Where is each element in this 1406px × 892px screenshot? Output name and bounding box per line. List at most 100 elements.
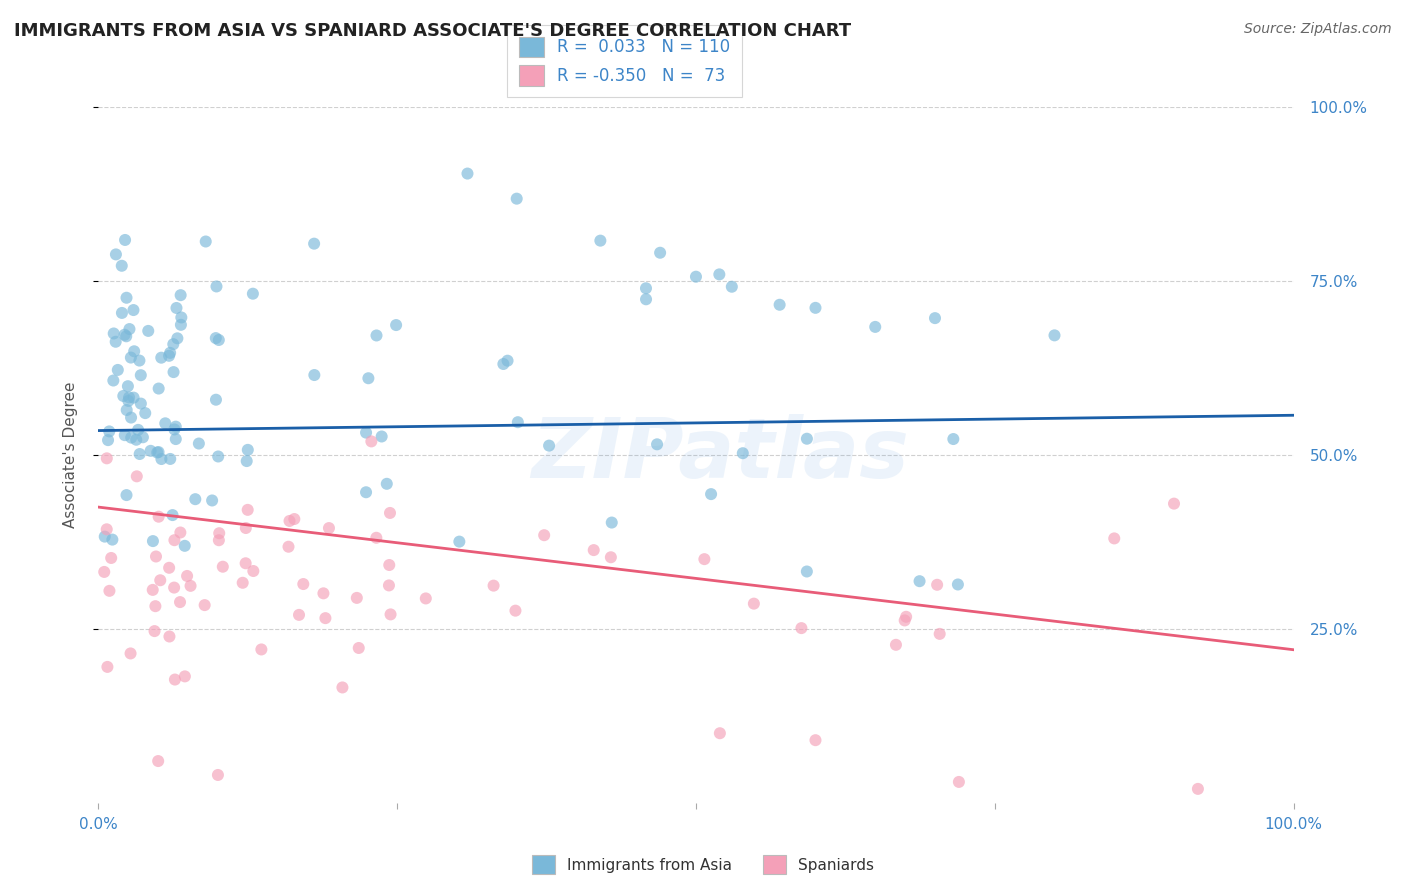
Legend: R =  0.033   N = 110, R = -0.350   N =  73: R = 0.033 N = 110, R = -0.350 N = 73 xyxy=(508,25,741,97)
Point xyxy=(709,726,731,740)
Point xyxy=(170,310,193,325)
Point xyxy=(709,268,731,282)
Point xyxy=(208,533,231,548)
Text: Source: ZipAtlas.com: Source: ZipAtlas.com xyxy=(1244,22,1392,37)
Point xyxy=(232,575,254,590)
Point xyxy=(648,245,672,260)
Point xyxy=(948,775,970,789)
Point xyxy=(1187,781,1209,796)
Point xyxy=(169,288,191,302)
Point xyxy=(208,333,231,347)
Point xyxy=(312,586,335,600)
Point xyxy=(129,396,152,410)
Point xyxy=(482,579,505,593)
Point xyxy=(155,417,177,431)
Point xyxy=(117,379,139,393)
Point xyxy=(346,591,368,605)
Point xyxy=(731,446,754,460)
Point xyxy=(107,363,129,377)
Point xyxy=(114,327,136,342)
Point xyxy=(162,508,184,522)
Point xyxy=(370,429,392,443)
Point xyxy=(492,357,515,371)
Point xyxy=(112,389,135,403)
Point xyxy=(236,503,259,517)
Point xyxy=(332,681,354,695)
Point xyxy=(378,578,401,592)
Point xyxy=(277,540,299,554)
Point xyxy=(645,437,668,451)
Point xyxy=(163,581,186,595)
Point xyxy=(194,598,217,612)
Point xyxy=(136,324,159,338)
Point xyxy=(796,432,818,446)
Point xyxy=(1104,532,1126,546)
Point xyxy=(163,533,186,548)
Point xyxy=(204,331,226,345)
Point xyxy=(162,337,184,351)
Point xyxy=(283,512,305,526)
Point xyxy=(721,279,744,293)
Point xyxy=(506,192,529,206)
Point xyxy=(375,476,398,491)
Point xyxy=(120,647,142,661)
Point xyxy=(169,595,191,609)
Point xyxy=(378,506,401,520)
Point xyxy=(114,428,136,442)
Point xyxy=(456,167,478,181)
Point xyxy=(166,301,188,315)
Point xyxy=(150,351,173,365)
Point xyxy=(148,509,170,524)
Point xyxy=(97,433,120,447)
Point xyxy=(165,432,187,446)
Point xyxy=(506,415,529,429)
Point xyxy=(163,422,186,436)
Point xyxy=(96,451,118,466)
Point xyxy=(143,624,166,639)
Point xyxy=(685,269,707,284)
Point xyxy=(292,577,315,591)
Point xyxy=(120,351,142,365)
Point xyxy=(146,445,169,459)
Point xyxy=(125,469,148,483)
Point xyxy=(115,291,138,305)
Point xyxy=(169,525,191,540)
Point xyxy=(928,627,950,641)
Point xyxy=(115,329,138,343)
Point xyxy=(142,534,165,549)
Point xyxy=(207,768,229,782)
Point xyxy=(354,425,377,440)
Point xyxy=(173,539,195,553)
Point xyxy=(796,565,818,579)
Point xyxy=(180,579,202,593)
Point xyxy=(288,607,311,622)
Point xyxy=(111,306,134,320)
Point xyxy=(804,301,827,315)
Point xyxy=(118,391,141,405)
Y-axis label: Associate's Degree: Associate's Degree xyxy=(63,382,77,528)
Point xyxy=(176,569,198,583)
Point xyxy=(768,298,790,312)
Point xyxy=(166,331,188,345)
Point xyxy=(242,564,264,578)
Point xyxy=(159,630,181,644)
Point xyxy=(582,543,605,558)
Point xyxy=(201,493,224,508)
Point xyxy=(148,445,170,459)
Point xyxy=(211,559,233,574)
Point xyxy=(205,279,228,293)
Point xyxy=(235,454,257,468)
Point xyxy=(103,326,125,341)
Point xyxy=(96,660,118,674)
Point xyxy=(205,392,228,407)
Point xyxy=(163,673,186,687)
Point xyxy=(533,528,555,542)
Point xyxy=(360,434,382,449)
Point xyxy=(194,235,217,249)
Point xyxy=(208,526,231,541)
Point xyxy=(98,583,121,598)
Point xyxy=(634,281,657,295)
Point xyxy=(132,430,155,444)
Text: IMMIGRANTS FROM ASIA VS SPANIARD ASSOCIATE'S DEGREE CORRELATION CHART: IMMIGRANTS FROM ASIA VS SPANIARD ASSOCIA… xyxy=(14,22,851,40)
Point xyxy=(120,410,142,425)
